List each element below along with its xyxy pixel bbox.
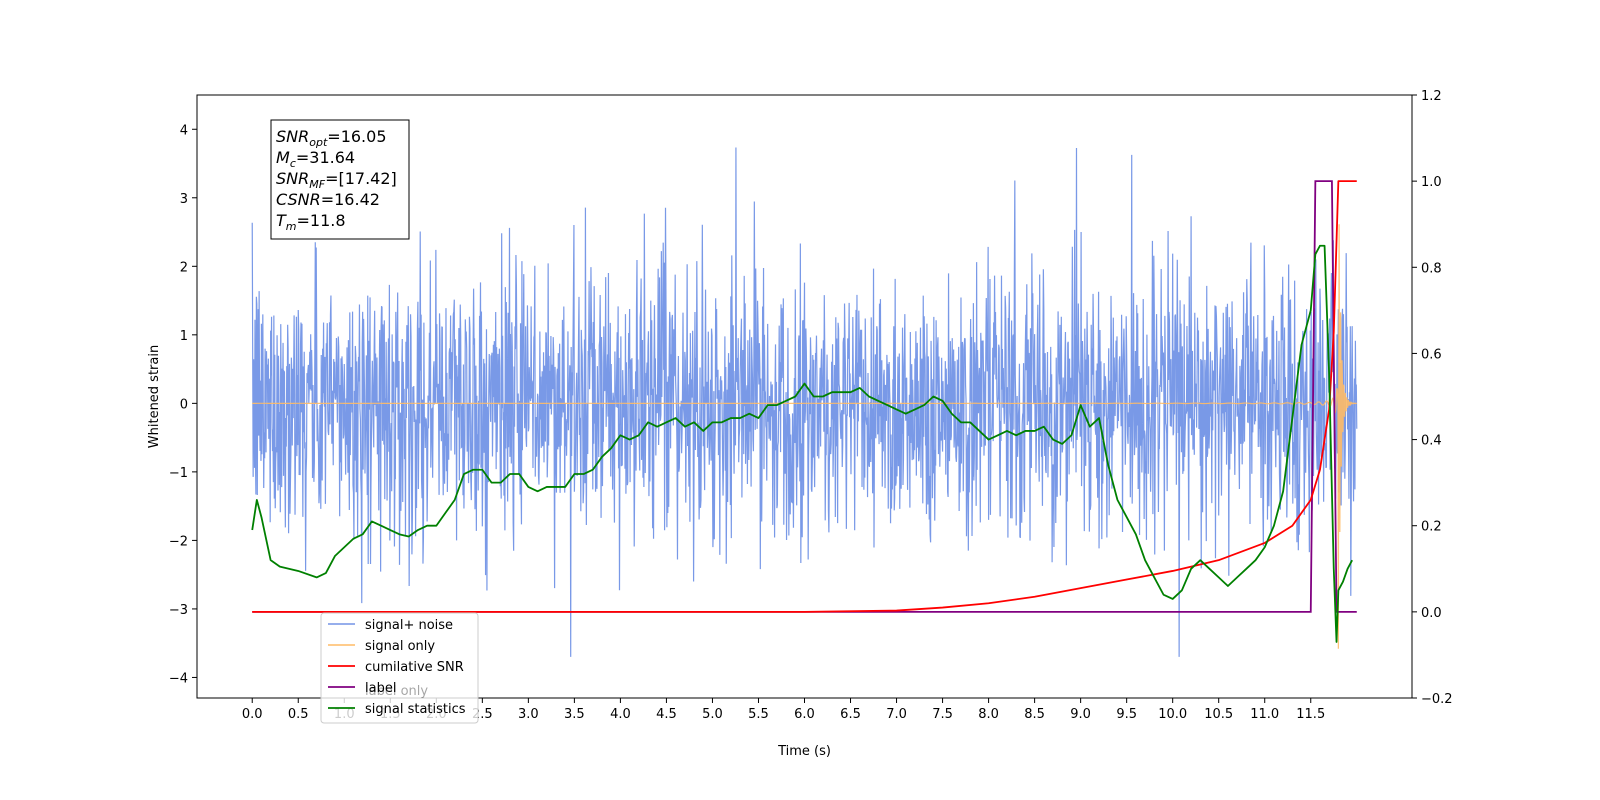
y-tick-label-left: −3: [169, 603, 188, 618]
legend-label: label only: [365, 684, 428, 699]
y-axis-label: Whitened strain: [147, 345, 162, 448]
y-tick-label-right: 0.8: [1421, 261, 1442, 276]
x-tick-label: 0.5: [288, 707, 309, 722]
x-tick-label: 9.5: [1116, 707, 1137, 722]
stats-subscript: opt: [309, 136, 328, 149]
stats-value: =16.42: [321, 190, 380, 209]
signal-only-line: [252, 224, 1357, 649]
stats-line: SNRopt=16.05: [276, 127, 387, 149]
label-line: [252, 180, 1357, 613]
y-tick-label-right: 0.0: [1421, 606, 1442, 621]
y-tick-label-left: −1: [169, 466, 188, 481]
stats-subscript: c: [290, 157, 296, 170]
legend-label: cumilative SNR: [365, 660, 464, 675]
stats-line: CSNR=16.42: [276, 190, 380, 209]
stats-symbol: T: [276, 211, 287, 230]
signal-noise-line: [251, 147, 1358, 657]
stats-value: =11.8: [297, 211, 346, 230]
plot-data-layer: [251, 147, 1358, 657]
signal-statistics-line: [251, 244, 1353, 643]
x-tick-label: 7.0: [886, 707, 907, 722]
y-tick-label-right: 0.6: [1421, 347, 1442, 362]
x-tick-label: 6.5: [840, 707, 861, 722]
y-tick-label-right: 1.2: [1421, 89, 1442, 104]
stats-symbol: M: [276, 148, 290, 167]
stats-value: =16.05: [327, 127, 386, 146]
stats-line: Mc=31.64: [276, 148, 355, 170]
stats-subscript: MF: [309, 178, 325, 191]
y-tick-label-right: 0.4: [1421, 434, 1442, 449]
legend-label: signal only: [365, 639, 435, 654]
y-tick-label-right: −0.2: [1421, 692, 1453, 707]
x-tick-label: 11.0: [1250, 707, 1279, 722]
x-tick-label: 4.0: [610, 707, 631, 722]
legend-label: signal+ noise: [365, 618, 453, 633]
x-tick-label: 10.5: [1204, 707, 1233, 722]
y-tick-label-left: 3: [180, 192, 188, 207]
y-tick-label-right: 0.2: [1421, 520, 1442, 535]
y-axis-left: 4 3 2 1 0 −1 −2 −3 −4: [169, 123, 197, 686]
y-tick-label-right: 1.0: [1421, 175, 1442, 190]
x-tick-label: 4.5: [656, 707, 677, 722]
y-tick-label-left: 1: [180, 329, 188, 344]
y-tick-label-left: −2: [169, 534, 188, 549]
legend-label: label: [365, 681, 396, 696]
stats-box-frame: [270, 119, 410, 240]
y-tick-label-left: 4: [180, 123, 188, 138]
x-tick-label: 11.5: [1296, 707, 1325, 722]
x-tick-label: 10.0: [1158, 707, 1187, 722]
x-tick-label: 8.0: [978, 707, 999, 722]
x-tick-label: 9.0: [1070, 707, 1091, 722]
legend-label: signal statistics: [365, 702, 466, 717]
y-tick-label-left: −4: [169, 671, 188, 686]
x-tick-label: 5.5: [748, 707, 769, 722]
y-axis-right: 1.2 1.0 0.8 0.6 0.4 0.2 0.0 −0.2: [1412, 89, 1453, 707]
x-axis-label: Time (s): [777, 744, 831, 759]
stats-subscript: m: [286, 220, 297, 233]
x-tick-label: 6.0: [794, 707, 815, 722]
stats-line: Tm=11.8: [276, 211, 346, 233]
stats-line: SNRMF=[17.42]: [276, 169, 397, 191]
stats-symbol: SNR: [276, 127, 309, 146]
stats-value: =31.64: [296, 148, 355, 167]
x-tick-label: 0.0: [242, 707, 263, 722]
stats-box: SNRopt=16.05Mc=31.64SNRMF=[17.42]CSNR=16…: [270, 119, 410, 240]
y-tick-label-left: 0: [180, 397, 188, 412]
y-tick-label-left: 2: [180, 260, 188, 275]
x-tick-label: 3.0: [518, 707, 539, 722]
stats-symbol: CSNR: [276, 190, 321, 209]
legend-frame: [320, 612, 479, 724]
x-tick-label: 7.5: [932, 707, 953, 722]
stats-symbol: SNR: [276, 169, 309, 188]
stats-value: =[17.42]: [325, 169, 397, 188]
x-tick-label: 5.0: [702, 707, 723, 722]
x-tick-label: 3.5: [564, 707, 585, 722]
legend: signal+ noise signal only cumilative SNR la…: [320, 612, 479, 724]
x-tick-label: 8.5: [1024, 707, 1045, 722]
